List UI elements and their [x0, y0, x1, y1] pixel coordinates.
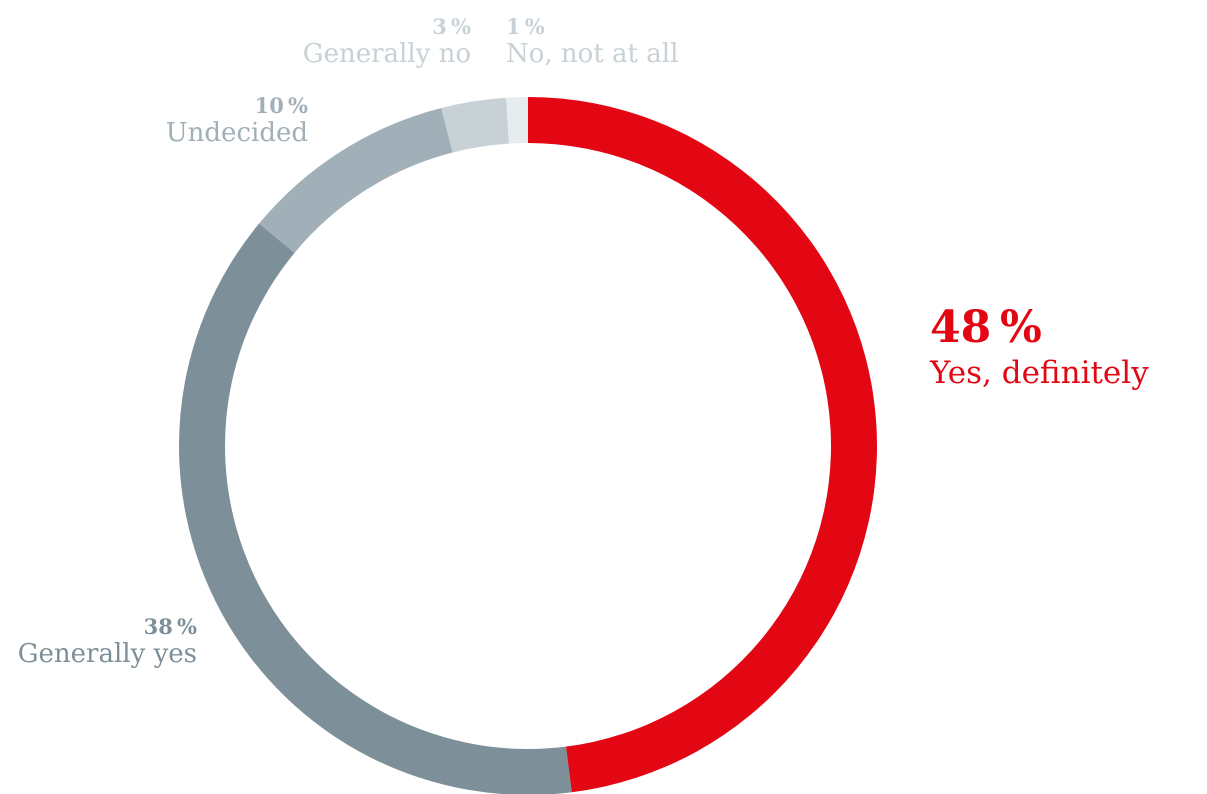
pct-no-not-at-all: 1 %	[506, 14, 545, 39]
label-yes-definitely: 48 % Yes, definitely	[930, 302, 1149, 392]
cat-yes-definitely: Yes, definitely	[930, 354, 1149, 391]
pct-yes-definitely: 48 %	[930, 302, 1042, 353]
cat-no-not-at-all: No, not at all	[506, 39, 679, 70]
pct-generally-yes: 38 %	[143, 614, 197, 639]
cat-generally-yes: Generally yes	[17, 639, 197, 670]
label-generally-no: 3 % Generally no	[303, 14, 471, 70]
label-undecided: 10 % Undecided	[166, 93, 308, 149]
cat-undecided: Undecided	[165, 118, 308, 149]
cat-generally-no: Generally no	[302, 39, 471, 70]
label-generally-yes: 38 % Generally yes	[18, 614, 197, 670]
pct-undecided: 10 %	[254, 93, 308, 118]
slice-generally-no	[441, 97, 509, 153]
slice-undecided	[259, 107, 453, 253]
slice-generally-yes	[179, 223, 572, 794]
slice-no-not-at-all	[506, 97, 528, 144]
pct-generally-no: 3 %	[432, 14, 471, 39]
label-no-not-at-all: 1 % No, not at all	[506, 14, 678, 70]
slice-yes-definitely	[528, 97, 878, 793]
